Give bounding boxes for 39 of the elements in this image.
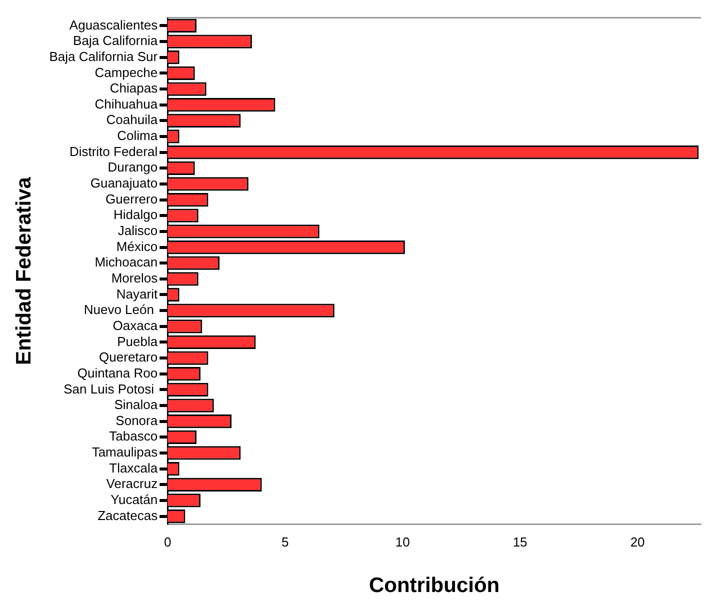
y-tick-label: Durango [108, 160, 158, 175]
y-tick-label: Colima [117, 128, 158, 144]
x-tick-label: 10 [395, 534, 410, 550]
y-tick-label: Guanajuato [90, 176, 158, 191]
y-tick-label: Oaxaca [112, 318, 158, 333]
y-tick-label: Chiapas [110, 80, 158, 96]
y-tick-label: Tamaulipas [92, 444, 158, 460]
x-tick-label: 20 [630, 534, 645, 550]
y-tick-label: Quintana Roo [77, 365, 158, 380]
y-tick-label: Tlaxcala [109, 460, 158, 476]
x-tick-label: 15 [512, 534, 528, 550]
y-tick-label: Coahuila [106, 112, 158, 128]
y-tick-label: Queretaro [99, 350, 158, 365]
y-tick-label: Nayarit [116, 286, 158, 302]
y-tick-label: Jalisco [118, 223, 158, 238]
y-tick-label: Sinaloa [114, 397, 158, 412]
y-tick-label: Hidalgo [113, 207, 158, 222]
y-tick-label: Zacatecas [98, 508, 158, 523]
y-tick-label: Michoacan [94, 254, 158, 270]
y-tick-label: Aguascalientes [69, 17, 158, 32]
y-tick-label: Morelos [111, 270, 158, 286]
y-tick-label: Puebla [117, 334, 158, 349]
y-tick-label: Sonora [116, 412, 158, 428]
y-tick-label: Distrito Federal [69, 144, 158, 159]
x-tick-label: 5 [281, 534, 289, 550]
x-axis-title: Contribución [368, 574, 500, 598]
y-tick-label: Nuevo León [84, 302, 158, 318]
y-tick-label: Chihuahua [94, 96, 158, 112]
y-tick-label: Guerrero [106, 191, 158, 206]
y-tick-label: México [116, 238, 158, 254]
y-axis-title: Entidad Federativa [12, 176, 36, 365]
y-tick-label: San Luis Potosi [64, 381, 158, 396]
y-tick-label: Tabasco [109, 428, 158, 444]
y-tick-label: Baja California [73, 33, 158, 48]
y-tick-label: Yucatán [110, 492, 158, 508]
y-tick-label: Baja California Sur [49, 48, 158, 64]
y-tick-label: Veracruz [106, 476, 158, 492]
y-tick-label: Campeche [94, 64, 158, 80]
x-tick-label: 0 [164, 534, 172, 550]
